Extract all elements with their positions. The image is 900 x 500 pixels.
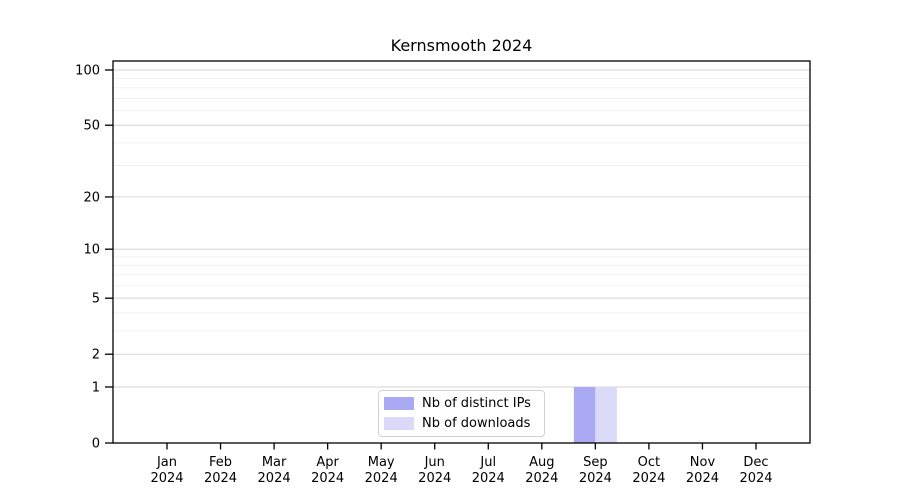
- legend-label-distinct-ips: Nb of distinct IPs: [422, 396, 531, 412]
- x-tick-label-month-1: Feb: [209, 455, 232, 470]
- chart-title: Kernsmooth 2024: [390, 36, 533, 55]
- x-tick-label-year-2: 2024: [258, 471, 291, 486]
- x-tick-label-month-8: Sep: [583, 455, 608, 470]
- y-tick-label-2: 2: [92, 348, 100, 363]
- x-tick-label-month-0: Jan: [156, 455, 177, 470]
- x-tick-label-month-9: Oct: [638, 455, 660, 470]
- y-tick-label-0: 0: [92, 437, 100, 452]
- x-tick-label-month-6: Jul: [479, 455, 496, 470]
- bar-downloads-sep-2024: [595, 386, 617, 443]
- y-tick-label-1: 1: [92, 380, 100, 395]
- plot-border: [112, 60, 811, 444]
- x-tick-label-month-5: Jun: [424, 455, 445, 470]
- x-tick-label-year-0: 2024: [150, 471, 183, 486]
- legend-label-downloads: Nb of downloads: [422, 415, 531, 431]
- x-tick-label-year-8: 2024: [579, 471, 612, 486]
- x-tick-label-month-10: Nov: [690, 455, 716, 470]
- y-tick-label-20: 20: [83, 190, 100, 205]
- x-tick-label-year-11: 2024: [739, 471, 772, 486]
- chart-legend: Nb of distinct IPs Nb of downloads: [378, 390, 545, 437]
- x-tick-label-month-3: Apr: [316, 455, 339, 470]
- x-tick-label-year-7: 2024: [525, 471, 558, 486]
- y-tick-label-5: 5: [92, 292, 100, 307]
- bar-distinct-ips-sep-2024: [573, 386, 596, 443]
- x-tick-label-month-2: Mar: [262, 455, 287, 470]
- y-tick-label-10: 10: [83, 243, 100, 258]
- x-tick-label-month-7: Aug: [529, 455, 554, 470]
- x-tick-label-year-3: 2024: [311, 471, 344, 486]
- x-tick-label-year-5: 2024: [418, 471, 451, 486]
- x-tick-label-month-11: Dec: [743, 455, 768, 470]
- y-tick-label-100: 100: [75, 63, 100, 78]
- legend-item-distinct-ips: Nb of distinct IPs: [384, 396, 544, 412]
- x-tick-label-year-1: 2024: [204, 471, 237, 486]
- x-tick-label-year-10: 2024: [686, 471, 719, 486]
- legend-swatch-downloads: [384, 416, 414, 430]
- x-tick-label-month-4: May: [368, 455, 395, 470]
- x-tick-label-year-4: 2024: [365, 471, 398, 486]
- legend-item-downloads: Nb of downloads: [384, 415, 544, 431]
- legend-swatch-distinct-ips: [384, 397, 414, 411]
- y-tick-label-50: 50: [83, 119, 100, 134]
- x-tick-label-year-9: 2024: [632, 471, 665, 486]
- x-tick-label-year-6: 2024: [472, 471, 505, 486]
